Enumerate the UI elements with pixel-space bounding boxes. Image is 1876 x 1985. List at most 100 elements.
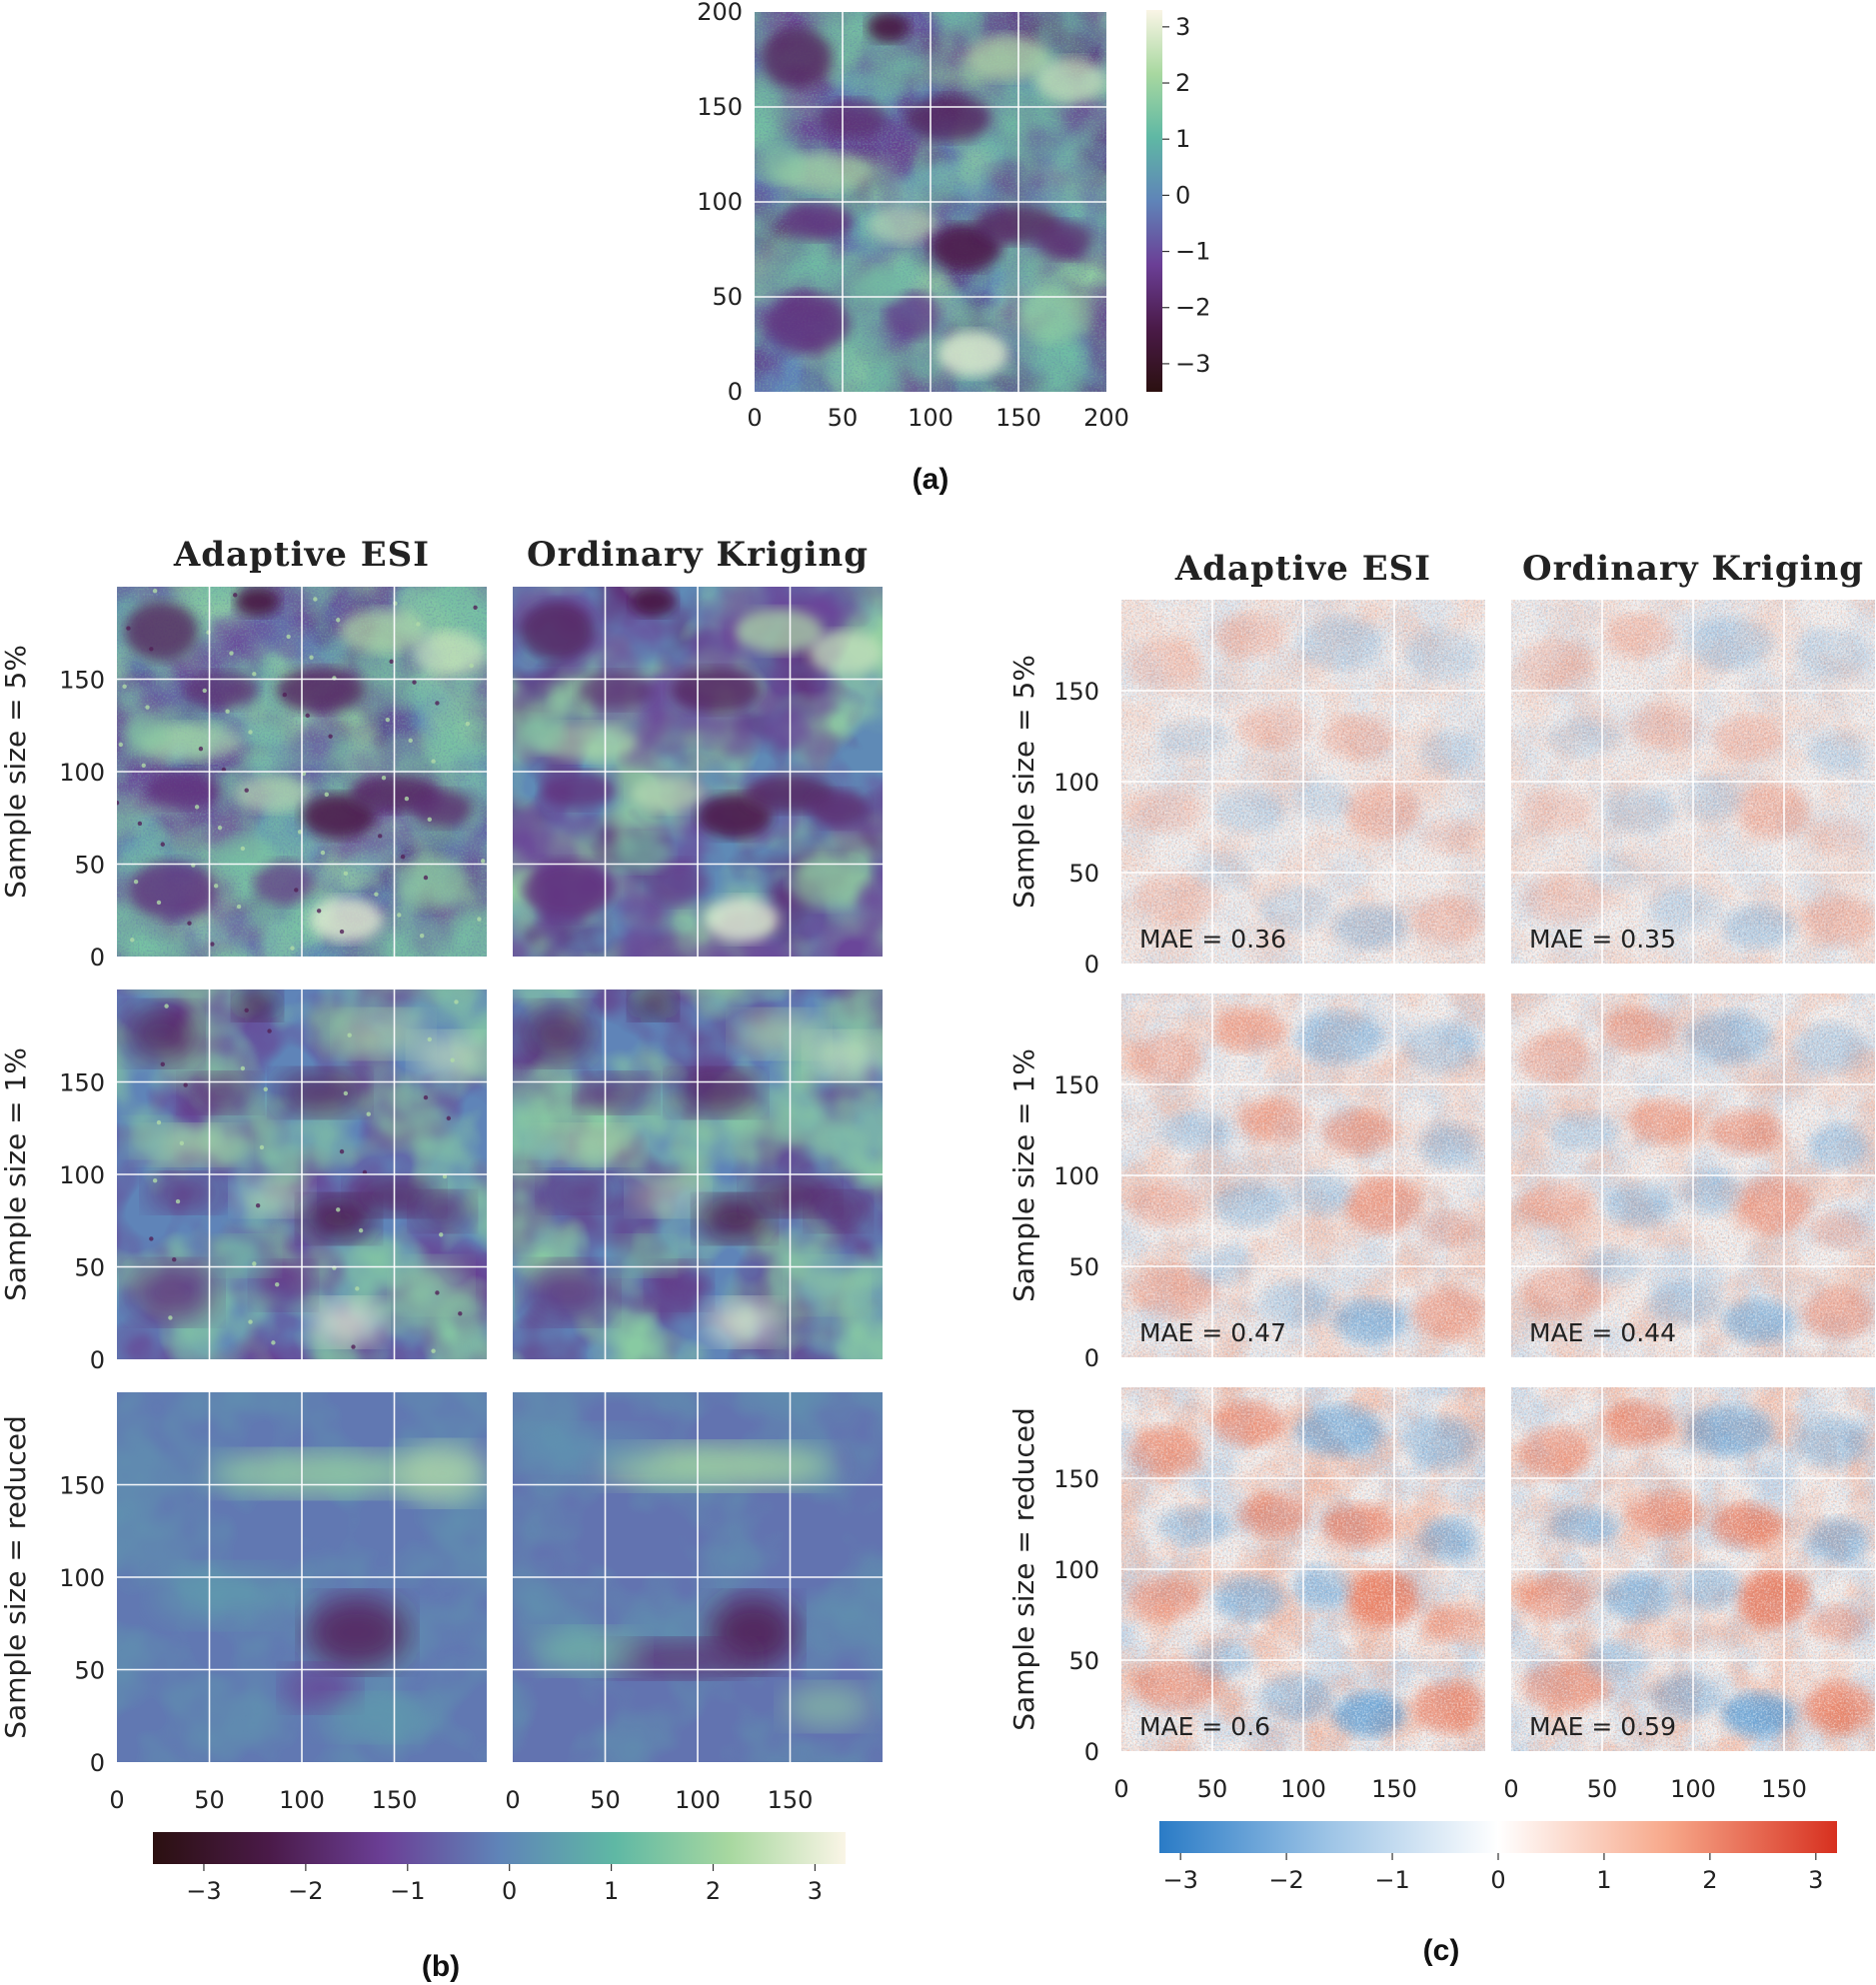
colorbar-tick-label: −1	[1175, 238, 1210, 266]
y-tick-label: 100	[1053, 1556, 1099, 1584]
field-blob	[183, 1074, 258, 1112]
sample-point	[152, 588, 158, 594]
x-tick-label: 50	[194, 1786, 225, 1814]
sample-point	[152, 1178, 158, 1183]
sample-point	[301, 771, 307, 777]
sample-point	[137, 821, 143, 827]
sample-point	[423, 1094, 429, 1100]
sample-point	[408, 738, 413, 744]
field-blob	[531, 1628, 643, 1674]
y-tick-label: 100	[59, 1161, 105, 1189]
sample-point	[316, 909, 322, 914]
sample-point	[117, 800, 120, 806]
sample-point	[423, 875, 429, 881]
x-tick-label: 150	[372, 1786, 418, 1814]
field-blob	[698, 794, 772, 839]
colorbar-tick-label: 2	[1702, 1866, 1717, 1894]
x-tick-label: 0	[1113, 1775, 1128, 1803]
y-tick-label: 0	[90, 944, 105, 972]
residual-panel	[1121, 600, 1485, 964]
field-blob	[938, 331, 1008, 377]
sample-point	[286, 634, 291, 640]
sample-point	[439, 1232, 444, 1237]
field-blob	[398, 1443, 487, 1503]
field-blob	[235, 990, 280, 1019]
field-blob	[965, 34, 1050, 81]
sample-point	[194, 805, 200, 810]
field-blob	[128, 1262, 217, 1322]
colorbar-tick-label: 1	[1175, 125, 1190, 153]
sample-point	[309, 655, 314, 660]
sample-point	[240, 846, 246, 852]
field-blob	[790, 1259, 865, 1311]
sample-point	[397, 913, 402, 918]
field-blob	[513, 1425, 661, 1470]
sample-point	[351, 1344, 356, 1349]
colorbar-tick-label: 0	[1175, 181, 1190, 209]
field-blob	[649, 1262, 710, 1308]
y-tick-label: 150	[59, 1472, 105, 1500]
sample-point	[435, 1290, 440, 1295]
field-blob	[146, 1174, 221, 1211]
sample-point	[477, 917, 482, 922]
field-blob	[124, 1003, 199, 1063]
colorbar-tick-label: −1	[390, 1877, 425, 1905]
x-tick-label: 150	[995, 404, 1041, 432]
y-tick-label: 100	[1053, 1162, 1099, 1190]
mae-annotation: MAE = 0.36	[1139, 925, 1286, 954]
residual-panel	[1121, 1387, 1485, 1751]
sample-point	[442, 1173, 448, 1179]
heatmap-panel	[117, 990, 487, 1359]
field-blob	[520, 601, 595, 662]
sample-point	[324, 792, 329, 798]
field-blob	[698, 1196, 772, 1241]
sample-point	[248, 1319, 253, 1324]
field-blob	[235, 1177, 310, 1215]
field-blob	[809, 1033, 883, 1078]
sample-point	[156, 1119, 162, 1125]
y-tick-label: 0	[1084, 951, 1099, 979]
x-tick-label: 150	[1371, 1775, 1417, 1803]
sample-point	[149, 1236, 154, 1241]
x-tick-label: 50	[590, 1786, 621, 1814]
field-blob	[520, 1003, 595, 1063]
sample-point	[202, 688, 207, 694]
sample-point	[187, 921, 192, 926]
field-blob	[867, 12, 910, 43]
colorbar-tick-label: −1	[1374, 1866, 1409, 1894]
sample-point	[145, 705, 150, 710]
sample-point	[244, 1007, 249, 1012]
field-blob	[124, 1118, 169, 1156]
mae-annotation: MAE = 0.44	[1529, 1318, 1676, 1347]
sample-point	[183, 1082, 188, 1087]
sample-point	[271, 1340, 276, 1345]
sample-point	[347, 1032, 352, 1037]
y-tick-label: 0	[1084, 1738, 1099, 1766]
field-blob	[276, 668, 365, 713]
field-blob	[906, 95, 990, 142]
y-tick-label: 100	[1053, 769, 1099, 797]
heatmap-panel	[513, 587, 883, 957]
x-tick-label: 200	[1083, 404, 1129, 432]
field-blob	[216, 834, 277, 872]
sample-point	[290, 946, 295, 951]
sample-point	[221, 767, 227, 773]
sample-point	[446, 1115, 452, 1121]
colorbar-tick-label: 0	[502, 1877, 517, 1905]
field-blob	[394, 857, 469, 909]
sample-point	[381, 776, 387, 781]
field-blob	[850, 266, 907, 305]
y-tick-label: 150	[1053, 678, 1099, 706]
field-blob	[309, 897, 384, 943]
field-blob	[542, 772, 617, 809]
sample-point	[328, 734, 333, 739]
colorbar-tick-label: 1	[1596, 1866, 1611, 1894]
colorbar-tick-label: −3	[1175, 350, 1210, 378]
row-label: Sample size = 1%	[0, 1047, 32, 1301]
field-blob	[413, 631, 487, 676]
y-tick-label: 150	[59, 1069, 105, 1097]
sample-point	[141, 763, 146, 768]
sample-point	[427, 817, 432, 823]
x-tick-label: 0	[1503, 1775, 1518, 1803]
